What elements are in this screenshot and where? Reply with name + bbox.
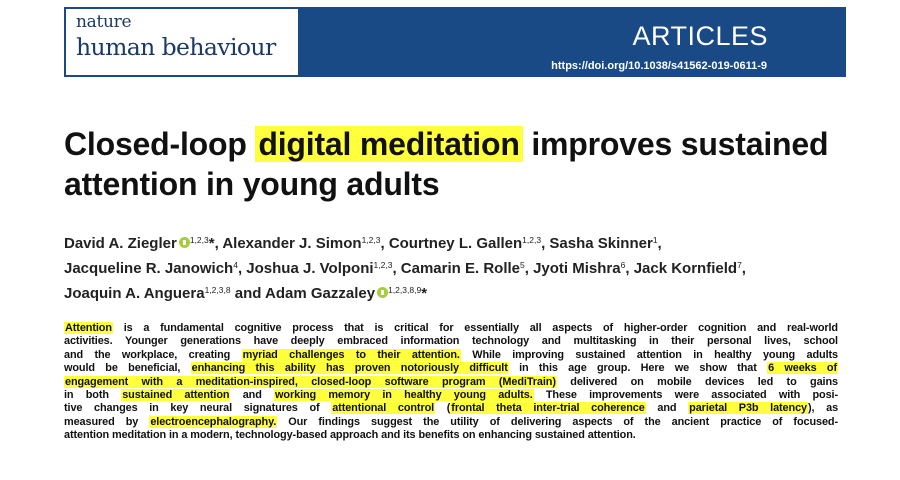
abstract-line: engagement with a meditation-inspired, c… — [64, 375, 838, 389]
abstract-text: would be beneficial, — [64, 362, 191, 375]
affiliation: 1,2,3,8,9 — [388, 285, 422, 295]
abstract-text: measured by — [64, 415, 150, 428]
author[interactable]: Adam Gazzaley — [265, 285, 376, 302]
author[interactable]: Alexander J. Simon — [222, 235, 362, 252]
abstract-text: in both — [64, 389, 122, 402]
affiliation: 1,2,3 — [189, 235, 209, 245]
abstract-highlight: engagement with a meditation-inspired, c… — [64, 375, 557, 388]
abstract-text: is a fundamental cognitive process that … — [112, 322, 838, 334]
abstract-highlight: working memory in healthy young adults. — [274, 389, 534, 402]
abstract-highlight: electroencephalography. — [149, 415, 278, 428]
doi-link[interactable]: https://doi.org/10.1038/s41562-019-0611-… — [551, 60, 767, 72]
author[interactable]: Joaquin A. Anguera — [64, 285, 205, 302]
author[interactable]: David A. Ziegler — [64, 235, 177, 252]
abstract-line: in both sustained attention and working … — [64, 389, 838, 402]
author[interactable]: Sasha Skinner — [549, 235, 653, 252]
author[interactable]: Jyoti Mishra — [533, 260, 621, 277]
abstract-text: Our findings suggest the utility of deli… — [277, 415, 838, 428]
journal-name-small: nature — [76, 12, 132, 32]
orcid-icon[interactable] — [377, 287, 389, 298]
author-list: David A. Ziegler 1,2,3*, Alexander J. Sim… — [64, 235, 746, 302]
abstract-text: and — [645, 402, 689, 415]
affiliation: 6 — [620, 260, 626, 270]
author[interactable]: Jacqueline R. Janowich — [64, 260, 234, 277]
abstract-text: and — [230, 389, 275, 402]
abstract-text: in this age group. Here we show that — [508, 362, 768, 375]
abstract-text: attention meditation in a modern, techno… — [64, 429, 636, 442]
abstract-highlight: 6 weeks of — [767, 362, 838, 375]
abstract-line: tive changes in key neural signatures of… — [64, 402, 838, 415]
title-text: attention in young adults — [64, 166, 440, 202]
affiliation: 4 — [233, 260, 238, 270]
abstract-text: ( — [435, 402, 451, 415]
author[interactable]: Jack Kornfield — [633, 260, 738, 277]
author[interactable]: Joshua J. Volponi — [246, 260, 374, 277]
affiliation: 1 — [652, 235, 658, 245]
abstract-text: tive changes in key neural signatures of — [64, 402, 332, 415]
abstract-highlight: parietal P3b latency — [688, 402, 808, 415]
journal-name-large: human behaviour — [76, 33, 276, 61]
abstract-highlight: sustained attention — [121, 389, 231, 402]
title-text: Closed-loop — [64, 126, 256, 162]
abstract: Attention is a fundamental cognitive pro… — [64, 322, 838, 443]
corresponding-mark: * — [421, 285, 428, 302]
abstract-highlight: myriad challenges to their attention. — [241, 348, 461, 361]
abstract-line: would be beneficial, enhancing this abil… — [64, 362, 838, 375]
author[interactable]: Courtney L. Gallen — [388, 235, 523, 252]
affiliation: 7 — [737, 260, 742, 270]
abstract-line: measured by electroencephalography. Our … — [64, 415, 838, 429]
affiliation: 1,2,3,8 — [204, 285, 231, 295]
orcid-icon[interactable] — [178, 237, 190, 248]
abstract-line: Attention is a fundamental cognitive pro… — [64, 322, 838, 335]
abstract-text: activities. Younger generations have dee… — [64, 335, 838, 348]
title-highlight: digital meditation — [255, 126, 523, 162]
abstract-line: attention meditation in a modern, techno… — [64, 429, 838, 442]
abstract-text: and the workplace, creating — [64, 348, 242, 361]
abstract-line: and the workplace, creating myriad chall… — [64, 348, 838, 362]
abstract-text: These improvements were associated with … — [533, 389, 838, 402]
abstract-text: ), as — [807, 402, 839, 415]
abstract-line: activities. Younger generations have dee… — [64, 335, 838, 348]
abstract-highlight: enhancing this ability has proven notori… — [190, 362, 509, 375]
affiliation: 5 — [520, 260, 525, 270]
section-label: ARTICLES — [632, 21, 768, 51]
journal-logo: nature human behaviour — [66, 9, 298, 75]
affiliation: 1,2,3 — [373, 260, 393, 270]
author[interactable]: Camarin E. Rolle — [400, 260, 520, 277]
abstract-text: While improving sustained attention in h… — [460, 348, 838, 361]
abstract-highlight: Attention — [64, 322, 113, 334]
abstract-text: delivered on mobile devices led to gains — [556, 375, 838, 388]
abstract-highlight: frontal theta inter-trial coherence — [450, 402, 646, 415]
title-text: improves sustained — [522, 126, 829, 162]
article-title: Closed-loop digital meditation improves … — [64, 124, 864, 204]
affiliation: 1,2,3 — [522, 235, 542, 245]
corresponding-mark: * — [208, 235, 215, 252]
author-conjunction: and — [234, 285, 262, 302]
abstract-highlight: attentional control — [331, 402, 436, 415]
affiliation: 1,2,3 — [361, 235, 381, 245]
